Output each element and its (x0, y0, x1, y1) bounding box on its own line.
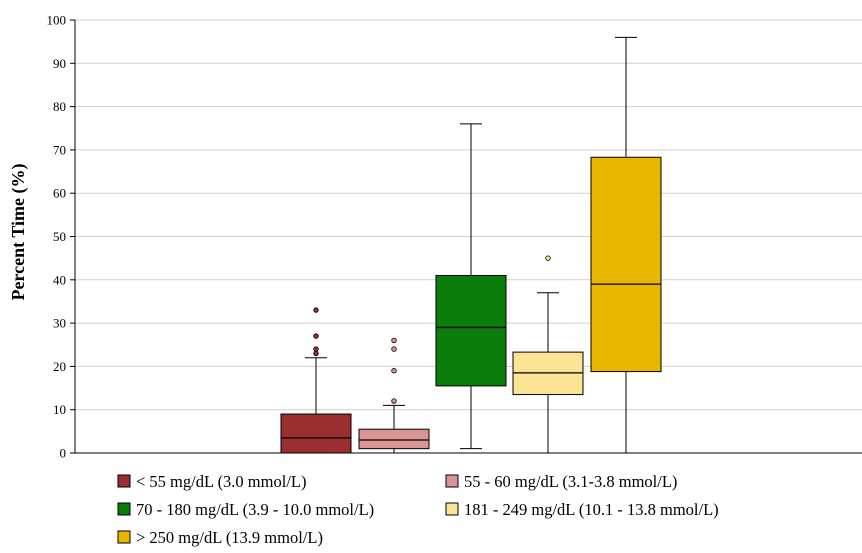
box-4-outlier-1 (545, 255, 551, 261)
box-1-outlier-4 (313, 307, 319, 313)
box-1 (280, 307, 352, 454)
y-tick-label-60: 60 (53, 186, 66, 201)
axes: 0 10 20 30 40 50 60 70 80 90 100 (47, 13, 76, 461)
y-tick-label-20: 20 (53, 359, 66, 374)
legend-swatch-4 (445, 502, 459, 516)
box-2-outlier-1 (391, 398, 397, 404)
boxes (280, 36, 662, 454)
legend-swatch-3 (117, 502, 131, 516)
legend-label-1: < 55 mg/dL (3.0 mmol/L) (136, 472, 306, 491)
y-tick-label-90: 90 (53, 56, 66, 71)
legend-label-3: 70 - 180 mg/dL (3.9 - 10.0 mmol/L) (136, 500, 374, 519)
y-tick-label-40: 40 (53, 272, 66, 287)
box-3-iqr (435, 274, 507, 387)
box-1-iqr (280, 413, 352, 454)
box-5 (590, 36, 662, 454)
legend-label-4: 181 - 249 mg/dL (10.1 - 13.8 mmol/L) (464, 500, 719, 519)
box-3 (435, 123, 507, 450)
y-tick-label-80: 80 (53, 99, 66, 114)
y-axis-label: Percent Time (%) (8, 164, 29, 301)
legend-label-2: 55 - 60 mg/dL (3.1-3.8 mmol/L) (464, 472, 677, 491)
box-1-outlier-1 (313, 350, 319, 357)
box-2-outlier-2 (391, 368, 397, 374)
box-2 (358, 337, 430, 454)
y-tick-label-10: 10 (53, 402, 66, 417)
box-5-iqr (590, 156, 662, 373)
legend-swatch-2 (445, 474, 459, 488)
legend-label-5: > 250 mg/dL (13.9 mmol/L) (136, 528, 323, 547)
box-4 (512, 255, 584, 454)
legend: < 55 mg/dL (3.0 mmol/L) 55 - 60 mg/dL (3.… (117, 472, 719, 547)
legend-swatch-1 (117, 474, 131, 488)
y-tick-label-0: 0 (60, 446, 67, 461)
legend-swatch-5 (117, 530, 131, 544)
y-tick-label-100: 100 (47, 13, 67, 28)
box-2-outlier-4 (391, 337, 397, 344)
box-1-outlier-3 (313, 333, 319, 339)
y-tick-label-30: 30 (53, 316, 66, 331)
y-tick-label-50: 50 (53, 229, 66, 244)
box-2-iqr (358, 428, 430, 450)
box-2-outlier-3 (391, 346, 397, 352)
gridlines (75, 19, 862, 454)
y-tick-label-70: 70 (53, 142, 66, 157)
box-1-outlier-2 (313, 346, 319, 352)
